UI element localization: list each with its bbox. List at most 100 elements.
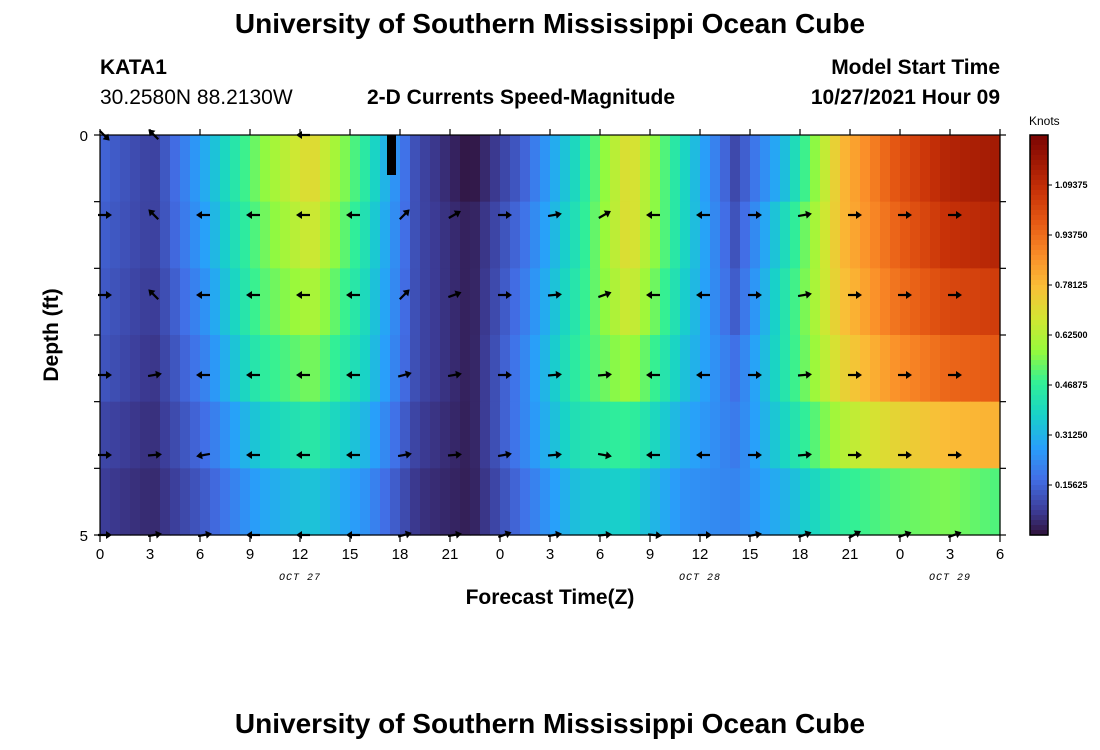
heatmap-cell	[680, 268, 691, 336]
current-arrow	[147, 530, 162, 539]
colorbar-segment	[1030, 155, 1048, 161]
colorbar-segment	[1030, 255, 1048, 261]
heatmap-cell	[650, 335, 661, 403]
heatmap-cell	[970, 135, 981, 203]
station-coords: 30.2580N 88.2130W	[100, 86, 293, 109]
colorbar-segment	[1030, 500, 1048, 506]
heatmap-cell	[800, 401, 811, 469]
colorbar-segment	[1030, 180, 1048, 186]
heatmap-cell	[630, 401, 641, 469]
colorbar-segment	[1030, 475, 1048, 481]
heatmap-cell	[750, 468, 761, 536]
colorbar-segment	[1030, 405, 1048, 411]
heatmap-cell	[830, 201, 841, 269]
heatmap-cell	[870, 201, 881, 269]
colorbar-segment	[1030, 215, 1048, 221]
heatmap-cell	[560, 335, 571, 403]
heatmap-cell	[480, 468, 491, 536]
colorbar-segment	[1030, 410, 1048, 416]
arrow-head	[696, 371, 702, 379]
heatmap-cell	[560, 401, 571, 469]
colorbar-segment	[1030, 165, 1048, 171]
heatmap-cell	[420, 201, 431, 269]
heatmap-cell	[200, 135, 211, 203]
heatmap-cell	[610, 201, 621, 269]
heatmap-cell	[330, 335, 341, 403]
heatmap-cell	[110, 401, 121, 469]
heatmap-cell	[210, 201, 221, 269]
heatmap-cell	[270, 268, 281, 336]
colorbar-segment	[1030, 495, 1048, 501]
arrow-head	[155, 450, 162, 459]
colorbar-segment	[1030, 210, 1048, 216]
heatmap-cell	[100, 401, 111, 469]
heatmap-cell	[250, 268, 261, 336]
heatmap-cell	[180, 268, 191, 336]
heatmap-cell	[630, 135, 641, 203]
heatmap-cell	[160, 201, 171, 269]
heatmap-cell	[470, 468, 481, 536]
arrow-head	[856, 211, 862, 219]
arrow-head	[756, 451, 762, 459]
heatmap-cell	[190, 335, 201, 403]
heatmap-cell	[320, 401, 331, 469]
heatmap-cell	[330, 268, 341, 336]
heatmap-cell	[730, 468, 741, 536]
heatmap-cell	[230, 468, 241, 536]
heatmap-cell	[690, 268, 701, 336]
arrow-head	[696, 211, 702, 219]
heatmap-cell	[660, 135, 671, 203]
heatmap-cell	[190, 268, 201, 336]
heatmap-cell	[130, 135, 141, 203]
heatmap-cell	[280, 268, 291, 336]
heatmap-cell	[590, 401, 601, 469]
heatmap-cell	[450, 335, 461, 403]
current-arrow	[897, 530, 912, 539]
heatmap-cell	[410, 468, 421, 536]
heatmap-cell	[450, 135, 461, 203]
heatmap-cell	[470, 268, 481, 336]
colorbar-segment	[1030, 265, 1048, 271]
heatmap-cell	[940, 401, 951, 469]
heatmap-cell	[780, 468, 791, 536]
arrow-head	[148, 209, 156, 217]
current-arrow	[448, 210, 461, 219]
heatmap-cell	[940, 268, 951, 336]
colorbar-segment	[1030, 305, 1048, 311]
current-arrow	[797, 290, 812, 299]
heatmap-cell	[690, 468, 701, 536]
heatmap-cell	[660, 401, 671, 469]
heatmap-cell	[930, 201, 941, 269]
current-arrow	[598, 210, 611, 219]
heatmap-cell	[850, 401, 861, 469]
colorbar-segment	[1030, 330, 1048, 336]
heatmap-cell	[690, 135, 701, 203]
current-arrow	[98, 211, 112, 219]
current-arrow	[498, 371, 512, 379]
heatmap-cell	[470, 401, 481, 469]
arrow-head	[148, 129, 156, 137]
colorbar-segment	[1030, 530, 1048, 536]
heatmap-cell	[840, 201, 851, 269]
heatmap-cell	[550, 468, 561, 536]
heatmap-cell	[780, 268, 791, 336]
heatmap-cell	[160, 135, 171, 203]
heatmap-cell	[380, 135, 391, 203]
arrow-head	[196, 211, 202, 219]
heatmap-cell	[220, 268, 231, 336]
heatmap-cell	[560, 135, 571, 203]
heatmap-cell	[290, 468, 301, 536]
colorbar-segment	[1030, 465, 1048, 471]
current-arrow	[296, 451, 310, 459]
heatmap-cell	[800, 335, 811, 403]
arrow-head	[804, 530, 812, 539]
heatmap-cell	[450, 401, 461, 469]
heatmap-cell	[480, 201, 491, 269]
heatmap-cell	[640, 135, 651, 203]
current-arrow	[696, 291, 710, 299]
heatmap-cell	[150, 335, 161, 403]
heatmap-cell	[630, 201, 641, 269]
current-arrow	[597, 530, 612, 539]
heatmap-cell	[210, 135, 221, 203]
heatmap-cell	[870, 401, 881, 469]
